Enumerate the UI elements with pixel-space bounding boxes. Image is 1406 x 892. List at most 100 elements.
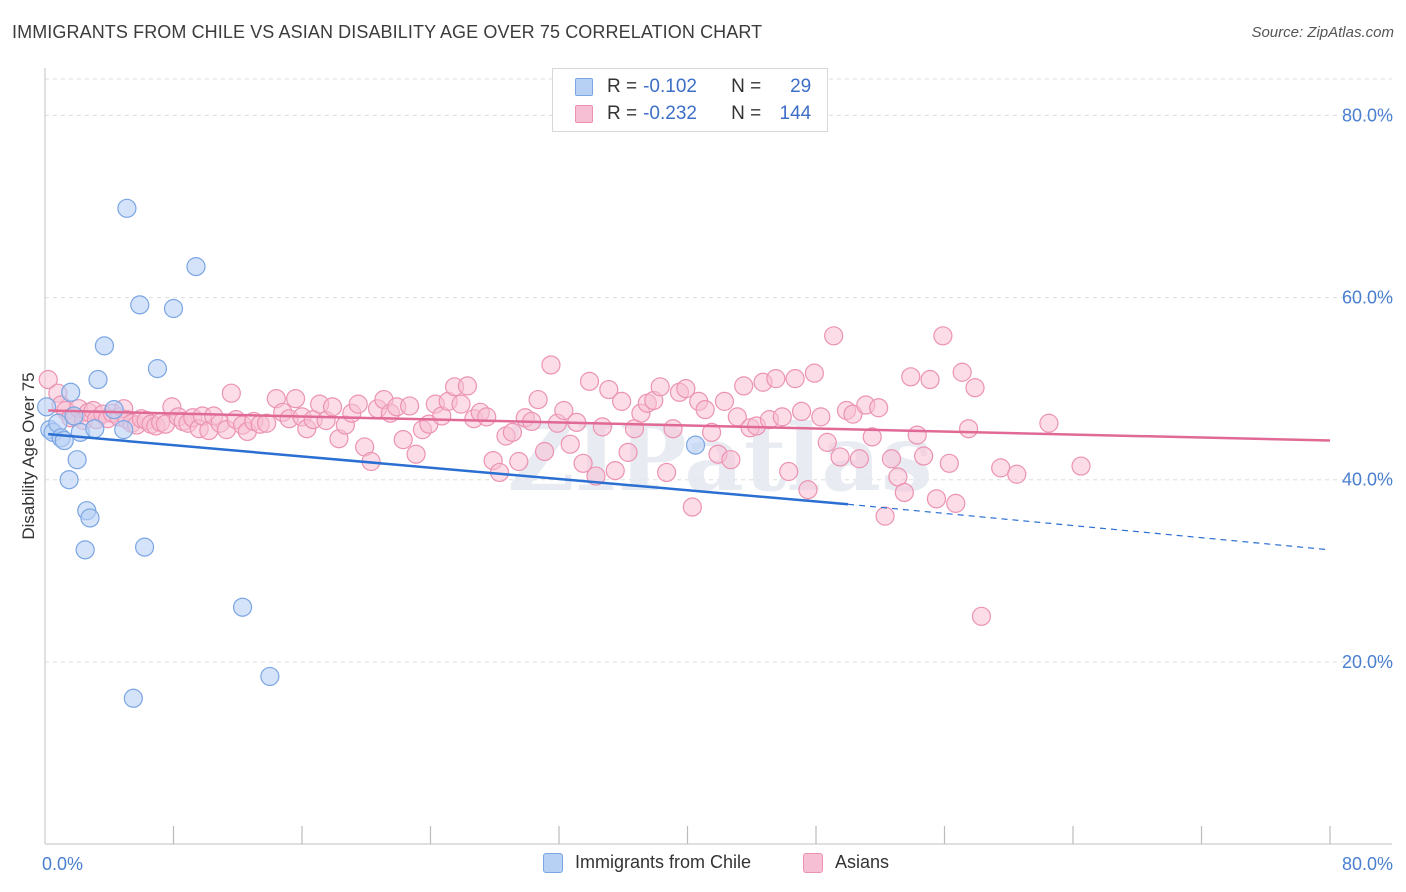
tick-labels: 20.0% 40.0% 60.0% 80.0% 0.0% 80.0%: [42, 105, 1393, 874]
asian-point: [933, 326, 953, 346]
bottom-legend: Immigrants from Chile Asians: [0, 852, 1406, 876]
bottom-legend-chile: Immigrants from Chile: [543, 852, 751, 873]
asian-point: [791, 401, 812, 422]
asian-point: [393, 430, 413, 450]
chile-point: [260, 666, 280, 687]
chile-point: [147, 359, 168, 379]
asian-point: [221, 383, 241, 403]
asian-point: [676, 379, 696, 399]
chile-point: [61, 382, 81, 402]
asian-point: [257, 413, 277, 433]
asian-point: [804, 363, 824, 383]
chile-point: [75, 540, 95, 560]
asian-point: [285, 389, 306, 409]
asian-point: [721, 450, 741, 470]
asian-point: [1071, 456, 1091, 476]
asian-point: [663, 419, 683, 439]
chile-point: [163, 298, 184, 319]
asian-point: [849, 449, 869, 469]
y-tick-label: 60.0%: [1342, 288, 1393, 308]
legend-r-label: R =: [607, 103, 638, 124]
asian-point: [322, 397, 343, 417]
asian-point: [766, 369, 786, 389]
asian-point: [348, 394, 368, 414]
asian-point: [477, 407, 497, 427]
asian-point: [592, 417, 612, 437]
asian-point: [734, 376, 754, 396]
chile-point: [59, 470, 79, 490]
asian-point: [560, 434, 580, 454]
bottom-legend-label: Asians: [835, 852, 890, 872]
legend-n-value: 144: [779, 103, 812, 124]
legend-r-value: -0.232: [643, 103, 697, 124]
asian-point: [451, 394, 471, 414]
y-axis-label: Disability Age Over 75: [19, 372, 38, 539]
asian-point: [965, 378, 985, 398]
axes: [44, 68, 1392, 845]
asian-point: [38, 369, 58, 390]
asian-point: [579, 371, 600, 391]
chile-point: [186, 257, 206, 277]
asian-point: [772, 407, 792, 427]
chile-point: [88, 369, 108, 390]
asian-point: [920, 369, 940, 390]
asian-point: [875, 506, 895, 526]
legend-row-chile: R = -0.102 N = 29: [575, 75, 811, 99]
chile-point: [85, 419, 105, 439]
legend-r-value: -0.102: [643, 76, 697, 97]
asian-point: [400, 396, 420, 416]
asian-point: [824, 326, 844, 346]
asian-point: [502, 422, 523, 442]
asian-point: [657, 462, 677, 483]
source-label: Source: ZipAtlas.com: [1251, 24, 1394, 41]
asian-point: [971, 606, 992, 626]
asian-point: [1039, 413, 1059, 433]
asian-trend-line: [48, 409, 1331, 442]
asian-point: [457, 376, 478, 396]
asian-point: [869, 398, 889, 418]
chile-point: [232, 597, 253, 617]
asian-point: [952, 362, 972, 382]
legend-row-asian: R = -0.232 N = 144: [575, 102, 811, 126]
chile-point: [37, 397, 57, 417]
y-tick-label: 80.0%: [1342, 105, 1393, 125]
asian-point: [541, 355, 561, 375]
asian-point: [881, 449, 902, 469]
chile-point: [94, 336, 115, 356]
legend-r-label: R =: [607, 76, 638, 97]
asian-point: [554, 400, 574, 421]
asian-point: [714, 391, 735, 411]
asian-point: [701, 422, 722, 442]
asian-point: [907, 425, 927, 445]
legend-n-label: N =: [731, 103, 762, 124]
asian-point: [991, 458, 1011, 478]
chile-point: [114, 420, 134, 440]
asian-point: [862, 427, 882, 447]
asian-point: [894, 482, 914, 503]
asian-point: [618, 442, 638, 462]
asian-point: [958, 419, 979, 439]
chile-point: [130, 295, 150, 315]
bottom-legend-label: Immigrants from Chile: [575, 852, 752, 872]
chile-point: [685, 435, 706, 455]
asian-point: [779, 461, 799, 482]
asian-point: [817, 432, 837, 452]
trend-lines: [48, 409, 1331, 551]
y-tick-label: 20.0%: [1342, 652, 1393, 672]
asian-point: [509, 451, 529, 472]
asian-point: [914, 446, 934, 466]
asian-point: [573, 453, 593, 473]
asian-point: [650, 377, 670, 397]
legend-n-value: 29: [790, 76, 812, 97]
asian-point: [926, 489, 947, 509]
chile-point: [134, 537, 155, 557]
asian-point: [811, 407, 831, 427]
asian-point: [785, 369, 805, 389]
asian-point: [901, 367, 921, 387]
asian-point: [599, 379, 619, 400]
chile-swatch: [543, 852, 563, 873]
asian-swatch: [575, 105, 593, 123]
asian-point: [534, 441, 555, 462]
bottom-legend-asian: Asians: [803, 852, 889, 873]
